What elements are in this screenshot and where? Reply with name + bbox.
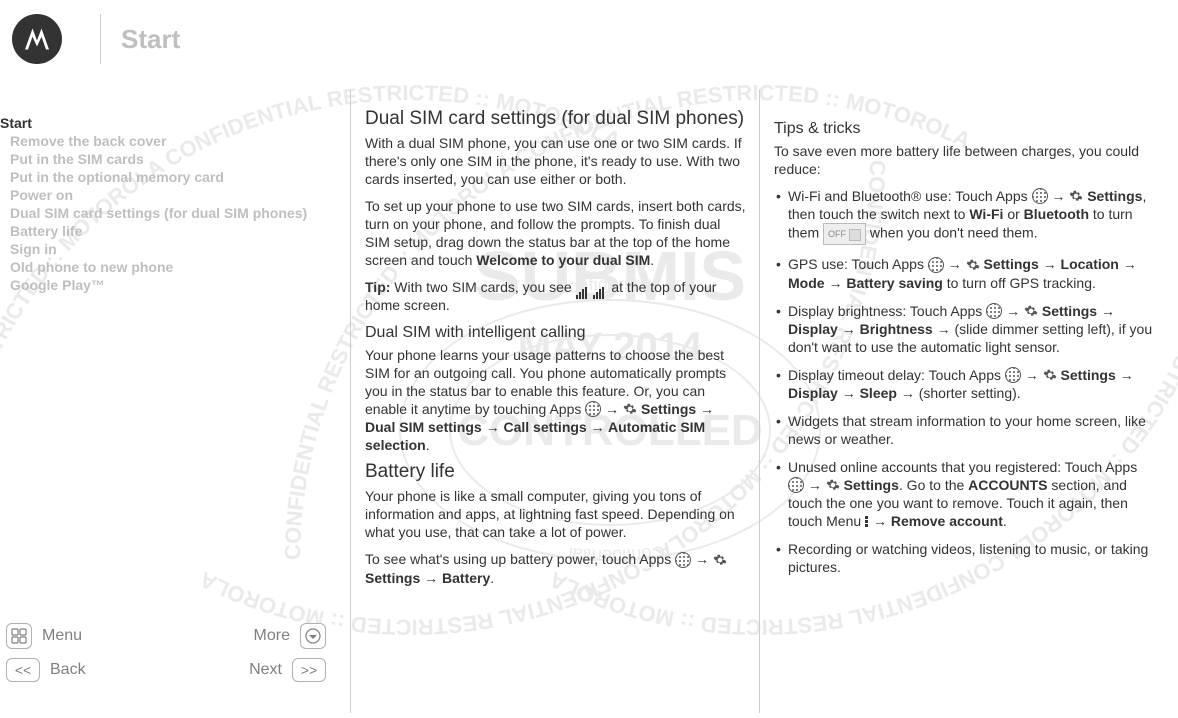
tip-gps: GPS use: Touch Apps → Settings → Locatio… — [774, 255, 1156, 291]
tip-wifi-bt: Wi-Fi and Bluetooth® use: Touch Apps → S… — [774, 187, 1156, 245]
signal-bars-icon — [593, 281, 607, 293]
content: Dual SIM card settings (for dual SIM pho… — [350, 90, 1168, 713]
apps-icon — [928, 257, 944, 273]
sidebar-item-0[interactable]: Start — [0, 114, 340, 132]
next-button[interactable]: >> — [292, 658, 326, 682]
para-dual-sim-intro: With a dual SIM phone, you can use one o… — [365, 134, 747, 188]
apps-icon — [788, 477, 804, 493]
heading-intelligent-calling: Dual SIM with intelligent calling — [365, 324, 747, 342]
column-1: Dual SIM card settings (for dual SIM pho… — [350, 90, 759, 713]
apps-icon — [1032, 188, 1048, 204]
sidebar-item-4[interactable]: Power on — [10, 186, 340, 204]
menu-label: Menu — [42, 627, 82, 645]
tip-media: Recording or watching videos, listening … — [774, 540, 1156, 576]
para-battery-usage: To see what's using up battery power, to… — [365, 550, 747, 586]
sidebar-item-3[interactable]: Put in the optional memory card — [10, 168, 340, 186]
column-2: Tips & tricks To save even more battery … — [759, 90, 1168, 713]
sidebar-item-8[interactable]: Old phone to new phone — [10, 258, 340, 276]
back-label: Back — [50, 661, 86, 679]
signal-bars-icon — [576, 281, 590, 293]
gear-icon — [623, 402, 637, 416]
sidebar-item-9[interactable]: Google Play™ — [10, 276, 340, 294]
more-button[interactable] — [300, 623, 326, 649]
sidebar-item-2[interactable]: Put in the SIM cards — [10, 150, 340, 168]
off-toggle: OFF — [823, 223, 866, 245]
tips-list: Wi-Fi and Bluetooth® use: Touch Apps → S… — [774, 187, 1156, 576]
apps-icon — [585, 401, 601, 417]
more-label: More — [254, 627, 290, 645]
gear-icon — [1069, 189, 1083, 203]
motorola-logo — [12, 14, 62, 64]
heading-tips: Tips & tricks — [774, 120, 1156, 138]
sidebar: StartRemove the back coverPut in the SIM… — [0, 114, 340, 294]
para-battery-intro: Your phone is like a small computer, giv… — [365, 487, 747, 541]
tip-brightness: Display brightness: Touch Apps → Setting… — [774, 302, 1156, 356]
heading-battery: Battery life — [365, 463, 747, 481]
page-title: Start — [121, 24, 180, 55]
back-button[interactable]: << — [6, 658, 40, 682]
sidebar-item-7[interactable]: Sign in — [10, 240, 340, 258]
apps-icon — [675, 552, 691, 568]
header: Start — [12, 14, 180, 64]
gear-icon — [826, 478, 840, 492]
apps-icon — [986, 303, 1002, 319]
sidebar-item-1[interactable]: Remove the back cover — [10, 132, 340, 150]
next-label: Next — [249, 661, 282, 679]
header-divider — [100, 14, 101, 64]
para-tip: Tip: With two SIM cards, you see at the … — [365, 278, 747, 314]
sidebar-item-5[interactable]: Dual SIM card settings (for dual SIM pho… — [10, 204, 340, 222]
gear-icon — [966, 258, 980, 272]
heading-dual-sim: Dual SIM card settings (for dual SIM pho… — [365, 110, 747, 128]
tip-accounts: Unused online accounts that you register… — [774, 458, 1156, 530]
menu-button[interactable] — [6, 623, 32, 649]
nav-controls: Menu More << Back Next >> — [6, 617, 326, 685]
tip-timeout: Display timeout delay: Touch Apps → Sett… — [774, 366, 1156, 402]
para-dual-sim-setup: To set up your phone to use two SIM card… — [365, 197, 747, 269]
menu-dots-icon — [865, 515, 869, 529]
para-intelligent-calling: Your phone learns your usage patterns to… — [365, 346, 747, 454]
gear-icon — [1043, 368, 1057, 382]
apps-icon — [1005, 367, 1021, 383]
gear-icon — [1024, 304, 1038, 318]
sidebar-item-6[interactable]: Battery life — [10, 222, 340, 240]
tip-widgets: Widgets that stream information to your … — [774, 412, 1156, 448]
para-tips-intro: To save even more battery life between c… — [774, 142, 1156, 178]
gear-icon — [713, 553, 727, 567]
